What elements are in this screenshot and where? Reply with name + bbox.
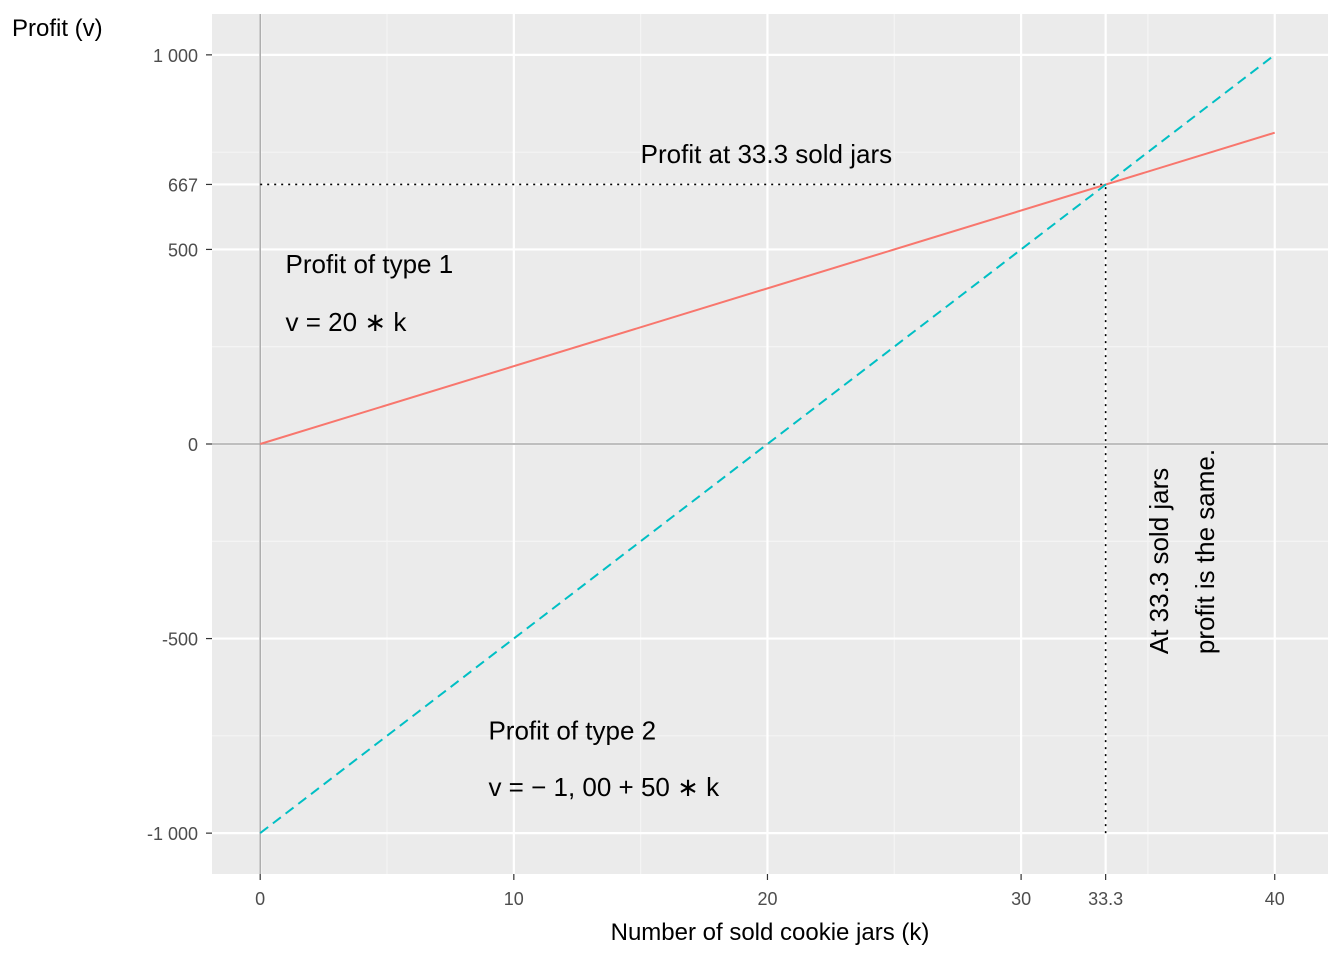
x-tick-label: 30 bbox=[1011, 889, 1031, 909]
annotation-label: Profit of type 1 bbox=[286, 249, 454, 279]
annotation-label: Profit at 33.3 sold jars bbox=[641, 139, 892, 169]
series-lines bbox=[259, 54, 1276, 834]
y-tick-label: -500 bbox=[162, 630, 198, 650]
y-tick-label: 0 bbox=[188, 435, 198, 455]
reference-lines bbox=[260, 183, 1107, 834]
x-tick-label: 0 bbox=[255, 889, 265, 909]
annotation-label: v = − 1, 00 + 50 ∗ k bbox=[488, 772, 720, 802]
y-tick-label: 1 000 bbox=[153, 46, 198, 66]
y-axis-title: Profit (v) bbox=[12, 15, 103, 42]
annotation-label: profit is the same. bbox=[1190, 449, 1220, 654]
x-axis-ticks: 0 10 20 30 33.3 40 bbox=[255, 874, 1285, 909]
y-tick-label: 667 bbox=[168, 175, 198, 195]
x-tick-label: 10 bbox=[504, 889, 524, 909]
annotation-label: At 33.3 sold jars bbox=[1144, 468, 1174, 654]
y-tick-label: 500 bbox=[168, 240, 198, 260]
series-line-2 bbox=[259, 54, 1276, 834]
annotations: Profit at 33.3 sold jars Profit of type 1… bbox=[286, 139, 1220, 802]
y-tick-label: -1 000 bbox=[147, 824, 198, 844]
zero-axes bbox=[212, 14, 1328, 874]
annotation-label: Profit of type 2 bbox=[488, 716, 656, 746]
y-axis-ticks: -1 000 -500 0 500 667 1 000 bbox=[147, 46, 212, 844]
x-axis-title: Number of sold cookie jars (k) bbox=[611, 919, 930, 946]
annotation-label: v = 20 ∗ k bbox=[286, 307, 408, 337]
x-tick-label: 40 bbox=[1265, 889, 1285, 909]
x-tick-label: 33.3 bbox=[1088, 889, 1123, 909]
x-tick-label: 20 bbox=[757, 889, 777, 909]
